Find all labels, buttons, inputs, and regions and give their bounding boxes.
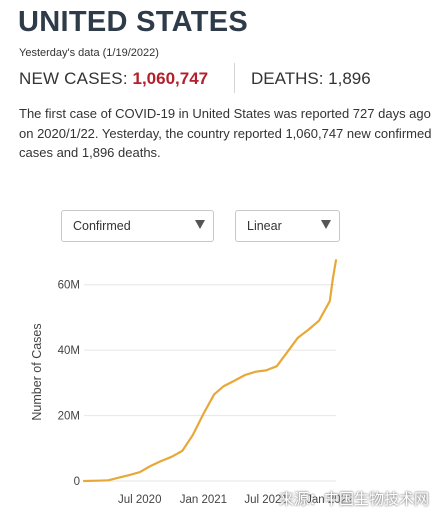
summary-text: The first case of COVID-19 in United Sta… [19, 106, 432, 160]
y-tick-label: 60M [58, 280, 80, 292]
stats-divider [234, 63, 235, 93]
country-title: UNITED STATES [18, 6, 248, 38]
y-tick-label: 20M [58, 411, 80, 423]
new-cases-stat: NEW CASES: 1,060,747 [19, 69, 208, 89]
x-tick-label: Jul 2021 [244, 494, 287, 506]
source-watermark: 来源：中国生物技术网 [278, 491, 429, 508]
scale-dropdown-value: Linear [247, 219, 282, 233]
scale-dropdown-arrow-icon [321, 220, 331, 229]
deaths-stat: DEATHS: 1,896 [251, 69, 371, 89]
metric-dropdown-arrow-icon [195, 220, 205, 229]
x-tick-label: Jan 2022 [306, 494, 353, 506]
deaths-value: 1,896 [328, 69, 371, 88]
x-tick-label: Jul 2020 [118, 494, 161, 506]
scale-dropdown[interactable]: Linear [235, 210, 340, 242]
y-tick-label: 0 [74, 476, 80, 488]
y-axis-ticks: 0 20M 40M 60M [58, 280, 80, 488]
metric-dropdown[interactable]: Confirmed [61, 210, 214, 242]
data-date: Yesterday's data (1/19/2022) [19, 47, 159, 59]
y-axis-label: Number of Cases [30, 323, 44, 420]
cases-line-chart: 0 20M 40M 60M Jul 2020 Jan 2021 Jul 2021 Jan 2… [30, 259, 353, 506]
deaths-label: DEATHS: [251, 69, 324, 88]
y-tick-label: 40M [58, 345, 80, 357]
new-cases-value: 1,060,747 [132, 69, 209, 88]
new-cases-label: NEW CASES: [19, 69, 128, 88]
series-line [82, 259, 338, 483]
x-axis-ticks: Jul 2020 Jan 2021 Jul 2021 Jan 2022 [118, 494, 353, 506]
x-tick-label: Jan 2021 [180, 494, 227, 506]
metric-dropdown-value: Confirmed [73, 219, 131, 233]
chart-grid [84, 284, 336, 482]
